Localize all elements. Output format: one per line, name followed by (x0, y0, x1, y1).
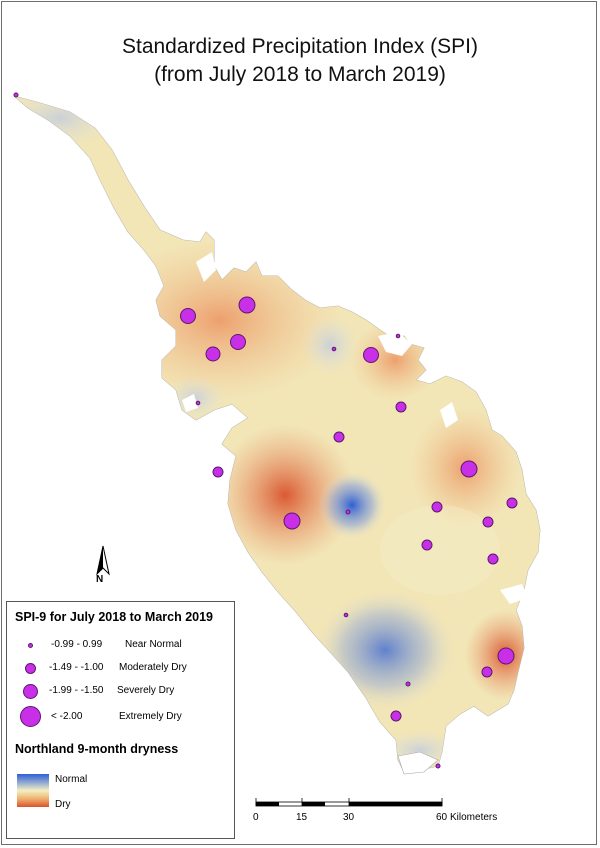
scale-tick-0: 0 (253, 812, 259, 823)
legend-marker (20, 706, 41, 727)
legend-marker (25, 663, 36, 674)
station-point (482, 516, 494, 528)
station-point (195, 400, 201, 406)
station-markers (13, 92, 518, 769)
station-point (405, 681, 411, 687)
station-point (487, 553, 499, 565)
legend-class-moderately-dry: -1.49 - -1.00 Moderately Dry (7, 657, 236, 679)
ramp-high-label: Normal (55, 774, 88, 785)
station-point (345, 509, 351, 515)
station-point (333, 431, 345, 443)
legend-range: -1.49 - -1.00 (49, 662, 104, 673)
map-legend: SPI-9 for July 2018 to March 2019 -0.99 … (6, 601, 235, 839)
scale-unit: Kilometers (450, 812, 498, 823)
station-point (343, 612, 349, 618)
legend-marker (28, 643, 33, 648)
station-point (431, 501, 443, 513)
station-point (13, 92, 19, 98)
scale-tick-15: 15 (296, 812, 308, 823)
station-point (363, 347, 379, 363)
station-point (283, 512, 301, 530)
station-point (212, 466, 224, 478)
legend-label: Near Normal (125, 639, 182, 650)
legend-class-extremely-dry: < -2.00 Extremely Dry (7, 706, 236, 728)
scale-tick-60: 60 (436, 812, 448, 823)
station-point (238, 296, 256, 314)
legend-range: < -2.00 (51, 711, 83, 722)
color-ramp (17, 774, 49, 807)
station-point (205, 346, 221, 362)
scale-tick-30: 30 (343, 812, 355, 823)
surface-title: Northland 9-month dryness (15, 742, 179, 756)
station-point (460, 460, 478, 478)
station-point (180, 308, 196, 324)
station-point (395, 333, 401, 339)
station-point (481, 666, 493, 678)
legend-class-near-normal: -0.99 - 0.99 Near Normal (7, 634, 236, 656)
map-title: Standardized Precipitation Index (SPI) (121, 35, 479, 58)
station-point (506, 497, 518, 509)
ramp-low-label: Dry (55, 799, 71, 810)
map-subtitle: (from July 2018 to March 2019) (154, 63, 446, 86)
station-point (497, 647, 515, 665)
legend-title: SPI-9 for July 2018 to March 2019 (15, 610, 214, 624)
station-point (390, 710, 402, 722)
legend-label: Moderately Dry (119, 662, 187, 673)
north-arrow-icon (96, 545, 110, 576)
station-point (421, 539, 433, 551)
station-point (435, 763, 441, 769)
scale-bar (255, 798, 443, 807)
legend-class-severely-dry: -1.99 - -1.50 Severely Dry (7, 680, 236, 702)
station-point (230, 334, 246, 350)
legend-range: -1.99 - -1.50 (49, 685, 104, 696)
station-point (331, 346, 337, 352)
legend-marker (23, 684, 38, 699)
legend-range: -0.99 - 0.99 (51, 639, 103, 650)
legend-label: Severely Dry (117, 685, 175, 696)
station-point (395, 401, 407, 413)
north-label: N (96, 574, 104, 585)
legend-label: Extremely Dry (119, 711, 182, 722)
